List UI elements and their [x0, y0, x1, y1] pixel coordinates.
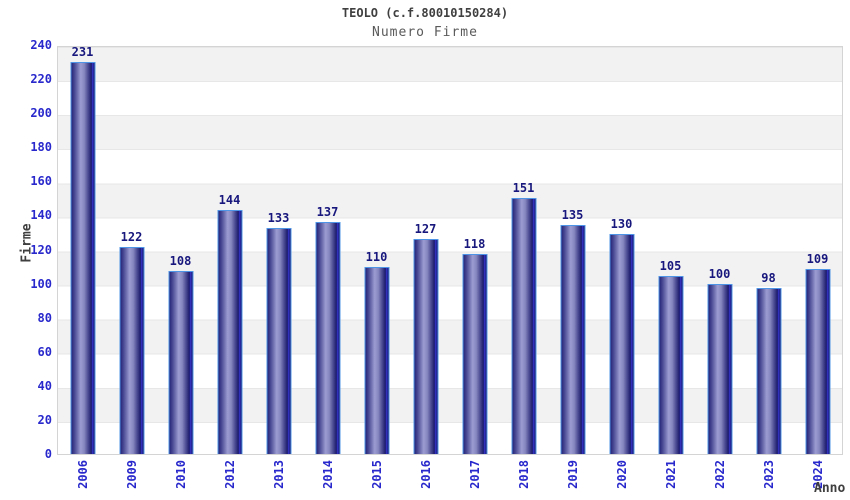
y-tick-label: 220 — [30, 72, 52, 87]
x-tick-label: 2013 — [271, 460, 286, 489]
bar — [119, 247, 144, 454]
bar-slot: 231 2006 — [58, 45, 107, 489]
bars-container: 231 2006 122 2009 108 2010 144 2012 133 2013 137 20… — [58, 45, 842, 489]
bar-value-label: 109 — [806, 252, 829, 267]
bar — [560, 225, 585, 454]
bar-slot: 137 2014 — [303, 47, 352, 489]
bar — [364, 267, 389, 454]
bar-slot: 133 2013 — [254, 47, 303, 489]
x-tick-label: 2010 — [173, 460, 188, 489]
plot-area: 231 2006 122 2009 108 2010 144 2012 133 2013 137 20… — [57, 45, 843, 489]
bar-value-label: 105 — [659, 258, 682, 273]
bar — [511, 197, 536, 454]
x-tick-label: 2020 — [614, 460, 629, 489]
x-tick-label: 2017 — [467, 460, 482, 489]
y-tick-label: 200 — [30, 106, 52, 121]
bar-value-label: 144 — [218, 192, 241, 207]
bar — [707, 284, 732, 454]
y-axis: 0 20 40 60 80 100 120 140 160 180 200 220 240 — [0, 38, 52, 461]
bar — [805, 269, 830, 454]
bar-slot: 151 2018 — [499, 47, 548, 489]
y-tick-label: 0 — [44, 447, 52, 461]
bar-value-label: 122 — [120, 230, 143, 245]
bar-slot: 144 2012 — [205, 47, 254, 489]
bar-slot: 105 2021 — [646, 47, 695, 489]
y-tick-label: 120 — [30, 242, 52, 257]
bar — [756, 287, 781, 454]
bar — [217, 209, 242, 454]
bar-value-label: 133 — [267, 211, 290, 226]
y-tick-label: 80 — [37, 310, 52, 325]
x-axis-title: Anno — [814, 481, 846, 496]
bar — [168, 270, 193, 454]
bar-slot: 130 2020 — [597, 47, 646, 489]
y-tick-label: 240 — [30, 38, 52, 52]
y-tick-label: 140 — [30, 208, 52, 223]
x-tick-label: 2009 — [124, 460, 139, 489]
x-tick-label: 2019 — [565, 460, 580, 489]
y-tick-label: 40 — [37, 378, 52, 393]
bar — [413, 238, 438, 454]
x-tick-label: 2012 — [222, 460, 237, 489]
bar-value-label: 98 — [761, 270, 776, 285]
bar-slot: 109 2024 — [793, 47, 842, 489]
bar-slot: 135 2019 — [548, 47, 597, 489]
bar-value-label: 127 — [414, 221, 437, 236]
y-tick-label: 100 — [30, 276, 52, 291]
x-tick-label: 2018 — [516, 460, 531, 489]
x-tick-label: 2014 — [320, 460, 335, 489]
bar-value-label: 118 — [463, 236, 486, 251]
bar-slot: 108 2010 — [156, 47, 205, 489]
bar-value-label: 151 — [512, 180, 535, 195]
bar — [266, 228, 291, 454]
bar-value-label: 130 — [610, 216, 633, 231]
bar-value-label: 110 — [365, 250, 388, 265]
y-tick-label: 180 — [30, 140, 52, 155]
x-tick-label: 2021 — [663, 460, 678, 489]
y-tick-label: 160 — [30, 174, 52, 189]
bar — [70, 62, 95, 454]
chart-title: TEOLO (c.f.80010150284) — [341, 6, 509, 20]
x-tick-label: 2022 — [712, 460, 727, 489]
bar-slot: 122 2009 — [107, 47, 156, 489]
bar-slot: 100 2022 — [695, 47, 744, 489]
bar-slot: 110 2015 — [352, 47, 401, 489]
bar-value-label: 135 — [561, 208, 584, 223]
x-tick-label: 2015 — [369, 460, 384, 489]
bar-slot: 98 2023 — [744, 47, 793, 489]
bar-value-label: 108 — [169, 253, 192, 268]
y-tick-label: 60 — [37, 344, 52, 359]
x-tick-label: 2016 — [418, 460, 433, 489]
bar-value-label: 137 — [316, 204, 339, 219]
bar-slot: 127 2016 — [401, 47, 450, 489]
x-tick-label: 2006 — [75, 460, 90, 489]
bar — [658, 275, 683, 454]
bar-value-label: 231 — [71, 45, 94, 60]
bar — [462, 253, 487, 454]
bar-value-label: 100 — [708, 267, 731, 282]
bar-slot: 118 2017 — [450, 47, 499, 489]
y-tick-label: 20 — [37, 412, 52, 427]
bar — [609, 233, 634, 454]
bar — [315, 221, 340, 454]
chart-subtitle: Numero Firme — [372, 25, 478, 40]
x-tick-label: 2023 — [761, 460, 776, 489]
